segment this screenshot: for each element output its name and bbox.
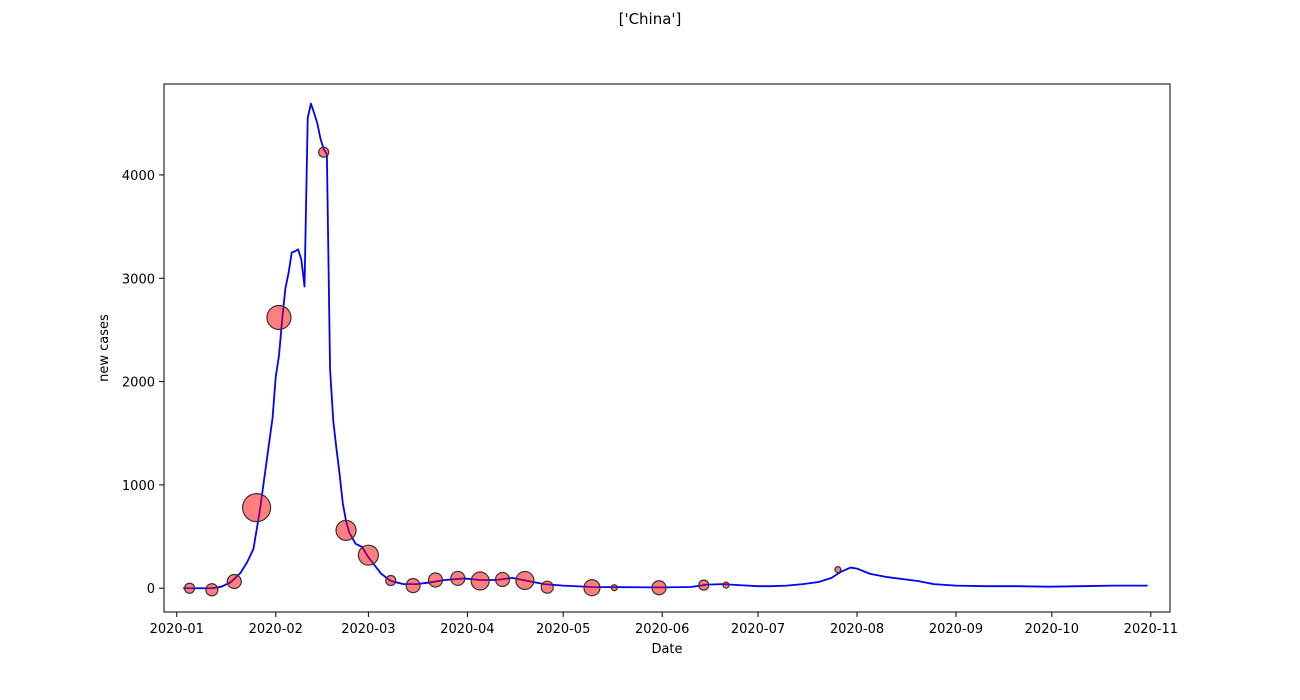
- scatter-point: [427, 572, 444, 588]
- y-tick-label: 4000: [122, 169, 155, 184]
- x-tick-label: 2020-06: [635, 622, 689, 637]
- x-tick-label: 2020-07: [731, 622, 785, 637]
- scatter-point: [698, 579, 710, 591]
- scatter-point: [183, 582, 196, 594]
- x-tick-label: 2020-10: [1025, 622, 1079, 637]
- scatter-point: [583, 579, 601, 597]
- scatter-point: [266, 304, 292, 331]
- x-tick-label: 2020-02: [249, 622, 303, 637]
- scatter-point: [205, 583, 219, 597]
- y-tick-label: 0: [147, 582, 155, 597]
- scatter-point: [470, 571, 490, 591]
- scatter-point: [450, 570, 466, 587]
- scatter-point: [335, 519, 357, 541]
- scatter-point: [385, 574, 397, 587]
- x-tick-label: 2020-03: [341, 622, 395, 637]
- scatter-point: [318, 146, 330, 158]
- y-tick-label: 2000: [122, 376, 155, 391]
- x-tick-label: 2020-09: [929, 622, 983, 637]
- y-tick-label: 3000: [122, 272, 155, 287]
- x-tick-label: 2020-01: [150, 622, 204, 637]
- plot-layer: [183, 102, 1148, 597]
- scatter-point: [651, 580, 667, 596]
- axis-layer: 2020-01 2020-02 2020-03 2020-04 2020-05 2020-…: [122, 83, 1178, 637]
- x-tick-label: 2020-04: [440, 622, 494, 637]
- scatter-point: [226, 573, 242, 590]
- y-tick-label: 1000: [122, 479, 155, 494]
- scatter-point: [540, 580, 554, 594]
- x-tick-label: 2020-11: [1124, 622, 1178, 637]
- scatter-point: [722, 581, 730, 589]
- chart-title: ['China']: [618, 10, 682, 28]
- scatter-point: [405, 578, 421, 594]
- x-tick-label: 2020-05: [536, 622, 590, 637]
- y-axis-label: new cases: [97, 314, 112, 382]
- x-tick-label: 2020-08: [830, 622, 884, 637]
- scatter-point: [515, 570, 535, 591]
- scatter-point: [357, 544, 379, 566]
- scatter-point: [834, 566, 842, 574]
- x-axis-label: Date: [651, 642, 682, 657]
- scatter-point: [494, 571, 511, 588]
- series-line: [183, 102, 1148, 590]
- plot-frame: [163, 83, 1171, 613]
- scatter-point: [242, 493, 272, 523]
- scatter-point: [610, 584, 618, 592]
